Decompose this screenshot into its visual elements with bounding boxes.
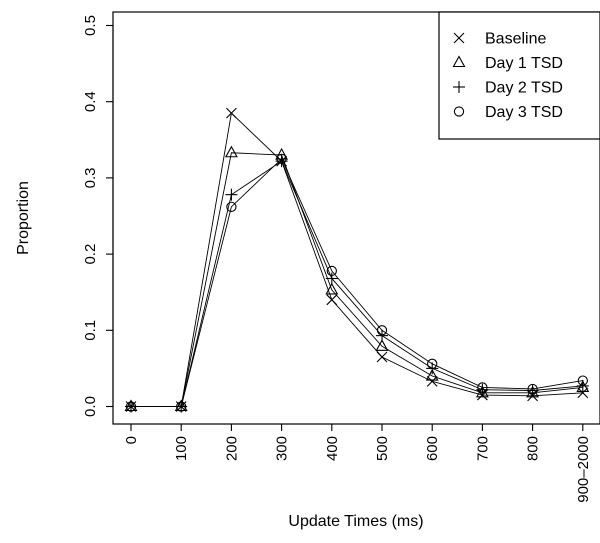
data-point <box>224 145 238 158</box>
legend-label: Day 3 TSD <box>485 104 563 121</box>
series-line <box>131 152 583 407</box>
data-point <box>526 385 540 398</box>
series-plus <box>125 155 589 413</box>
data-point <box>375 339 389 351</box>
data-point <box>326 265 337 277</box>
data-point <box>325 282 339 295</box>
x-axis: 0 100 200 300 400 500 600 700 800 900–2000 <box>123 423 592 503</box>
data-point <box>226 107 237 119</box>
data-point <box>576 379 589 392</box>
y-tick-label: 0.3 <box>82 167 99 188</box>
data-point <box>426 375 438 387</box>
x-tick-label: 500 <box>374 436 391 461</box>
y-tick-label: 0.5 <box>82 15 99 36</box>
series-line <box>131 158 583 407</box>
x-tick-label: 800 <box>525 436 542 461</box>
data-point <box>376 351 388 363</box>
legend-marker <box>453 81 465 93</box>
legend-label: Day 2 TSD <box>485 80 563 97</box>
data-point <box>527 383 538 395</box>
x-tick-label: 100 <box>173 436 190 461</box>
series-triangle <box>124 145 590 412</box>
data-point <box>125 401 137 412</box>
y-axis: 0.0 0.1 0.2 0.3 0.4 0.5 <box>82 15 114 417</box>
data-point <box>577 375 588 386</box>
series-circle <box>125 153 588 412</box>
data-point <box>176 401 187 412</box>
data-point <box>225 188 238 201</box>
series-layer <box>124 107 590 413</box>
data-point <box>577 387 589 399</box>
data-point <box>326 294 338 306</box>
legend-box <box>438 11 600 140</box>
y-tick-label: 0.4 <box>82 91 99 112</box>
legend-marker <box>452 55 466 68</box>
y-axis-label: Proportion <box>15 181 32 255</box>
x-tick-label: 900–2000 <box>575 436 592 503</box>
series-line <box>131 112 583 407</box>
data-point <box>276 153 287 164</box>
x-tick-label: 400 <box>324 436 341 461</box>
data-point <box>325 272 338 285</box>
x-tick-label: 0 <box>123 436 140 444</box>
x-tick-label: 200 <box>223 436 240 461</box>
legend-label: Baseline <box>485 31 546 48</box>
x-tick-label: 700 <box>474 436 491 461</box>
data-point <box>226 201 237 213</box>
legend: Baseline Day 1 TSD Day 2 TSD Day 3 TSD <box>438 11 600 140</box>
series-cross <box>125 107 589 412</box>
x-tick-label: 600 <box>424 436 441 461</box>
data-point <box>477 382 488 393</box>
y-tick-label: 0.2 <box>82 244 99 265</box>
legend-marker <box>453 106 465 117</box>
data-point <box>376 325 388 336</box>
legend-marker <box>453 32 465 44</box>
series-line <box>131 160 583 407</box>
data-point <box>425 368 439 381</box>
y-tick-label: 0.1 <box>82 320 99 341</box>
data-point <box>427 358 438 369</box>
legend-label: Day 1 TSD <box>485 55 563 72</box>
y-tick-label: 0.0 <box>82 396 99 417</box>
data-point <box>376 329 388 342</box>
x-axis-label: Update Times (ms) <box>288 513 423 530</box>
x-tick-label: 300 <box>274 436 291 461</box>
